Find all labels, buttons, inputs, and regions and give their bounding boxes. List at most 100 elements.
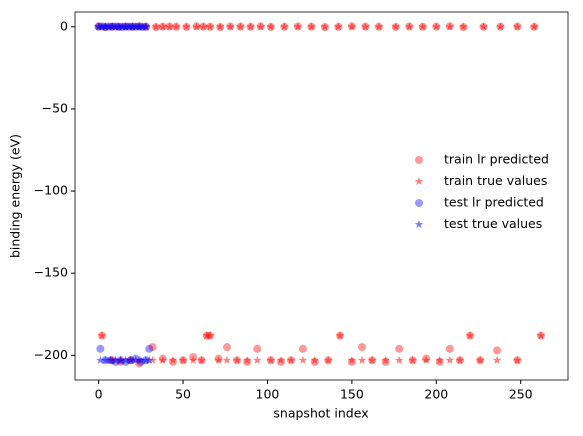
point [116,355,125,364]
point [361,22,370,31]
point [148,343,157,352]
point [298,355,308,364]
point [357,355,367,364]
point [256,22,265,31]
point [455,355,465,364]
point [215,22,225,31]
point [347,355,357,364]
point [293,22,303,31]
point [459,22,468,31]
point [106,355,115,364]
legend-marker [414,220,424,229]
point [205,22,215,31]
point [168,355,178,364]
point [242,355,252,364]
point [374,22,384,31]
point [394,355,404,364]
point [445,344,454,353]
point [111,355,120,364]
point [513,22,522,31]
point [358,343,367,352]
point [117,22,127,31]
y-tick-label: −100 [34,183,68,198]
point [445,22,455,31]
point [222,355,232,364]
point [323,355,333,364]
point [158,355,168,364]
point [131,355,141,364]
point [432,22,441,31]
point [280,22,289,31]
point [492,355,502,364]
point [475,355,485,364]
point [367,355,377,364]
point [232,355,242,364]
x-tick-label: 100 [256,387,280,402]
point [335,331,345,340]
point [266,22,276,31]
legend-label: test lr predicted [444,195,544,210]
x-tick-label: 50 [175,387,191,402]
point [178,355,188,364]
point [197,355,206,364]
point [236,22,245,31]
point [134,22,144,31]
point [536,331,546,340]
point [214,355,223,364]
point [141,355,151,364]
y-tick-label: −200 [34,347,68,362]
legend-label: test true values [444,216,542,231]
point [286,355,296,364]
point [381,355,390,364]
point [347,22,357,31]
y-axis-label: binding energy (eV) [8,134,23,258]
point [172,22,181,31]
point [222,343,231,352]
point [111,22,120,31]
point [395,344,404,353]
point [114,22,124,31]
point [205,331,215,340]
point [145,344,154,353]
point [418,22,428,31]
legend-label: train lr predicted [444,152,549,167]
y-tick-label: 0 [60,18,68,33]
point [141,22,151,31]
point [96,355,105,364]
point [513,355,522,364]
point [445,355,455,364]
point [148,355,157,364]
point [138,22,147,31]
point [165,22,174,31]
point [182,22,191,31]
point [435,355,444,364]
point [253,344,262,353]
point [253,355,262,364]
point [192,22,201,31]
point [334,22,343,31]
point [496,22,505,31]
point [310,355,320,364]
point [128,22,137,31]
point [124,22,134,31]
legend-label: train true values [444,173,547,188]
point [151,22,161,31]
point [320,22,330,31]
point [465,331,475,340]
point [298,344,307,353]
point [493,346,502,355]
point [479,22,488,31]
point [121,355,130,364]
point [276,355,286,364]
point [226,22,235,31]
point [158,22,168,31]
point [104,22,114,31]
point [96,344,105,353]
point [126,355,135,364]
point [145,355,154,364]
point [101,22,110,31]
point [97,331,107,340]
x-tick-label: 0 [95,387,103,402]
point [307,22,316,31]
point [421,355,431,364]
